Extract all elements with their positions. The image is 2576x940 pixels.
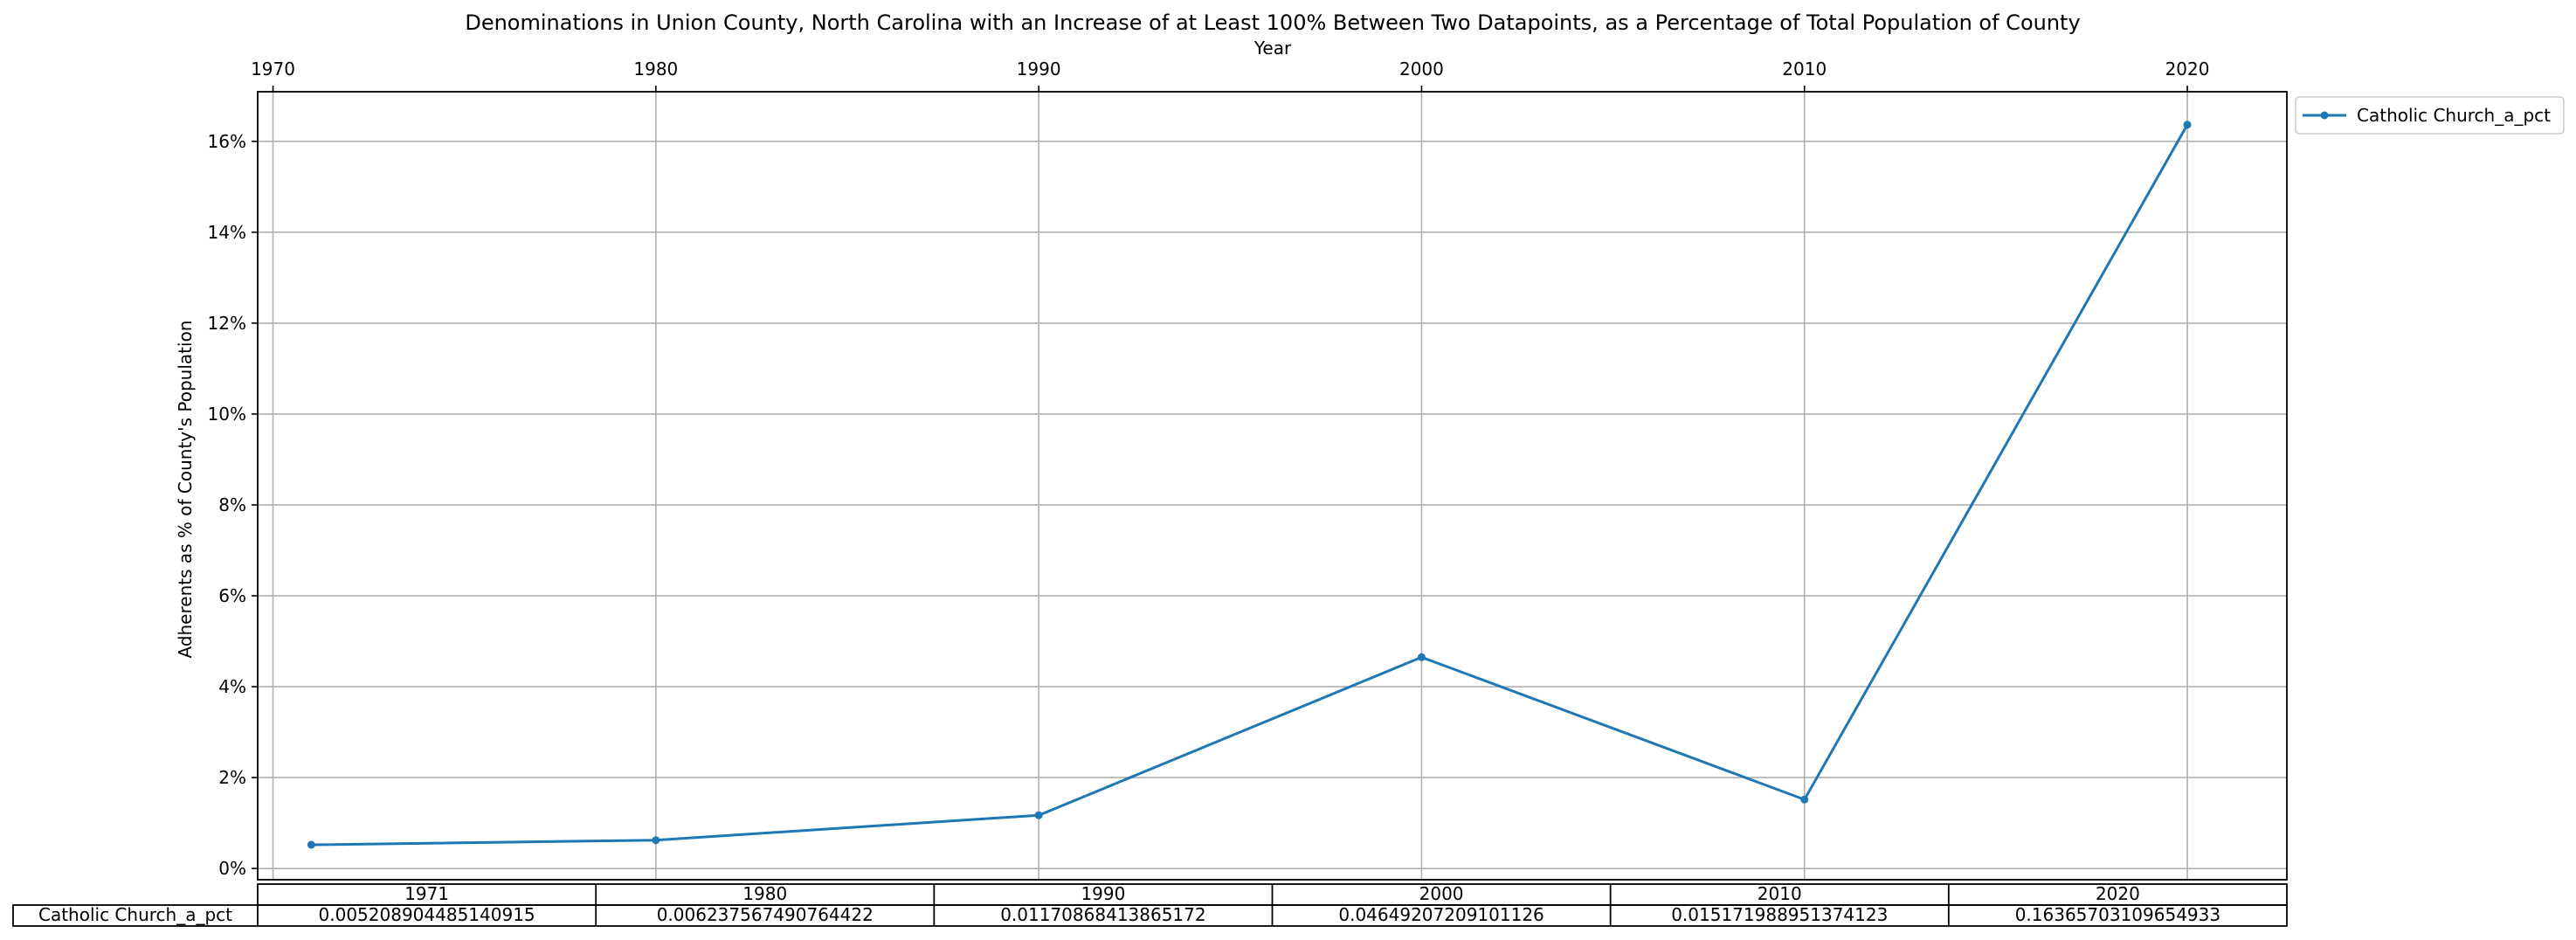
- x-tick-label: 2000: [1399, 59, 1444, 79]
- x-tick-label: 2020: [2165, 59, 2210, 79]
- table-header-cell: 1990: [1081, 883, 1125, 904]
- x-axis-label: Year: [1253, 38, 1292, 59]
- grid-lines: [258, 92, 2287, 880]
- table-value-cell: 0.005208904485140915: [319, 904, 535, 925]
- y-tick-label: 14%: [208, 222, 246, 243]
- series-layer: [307, 121, 2192, 849]
- table-value-cell: 0.04649207209101126: [1338, 904, 1544, 925]
- y-tick-label: 0%: [218, 858, 246, 879]
- chart-title: Denominations in Union County, North Car…: [465, 10, 2080, 35]
- table-header-cell: 1980: [742, 883, 787, 904]
- table-value-cell: 0.006237567490764422: [657, 904, 874, 925]
- table-value-cell: 0.015171988951374123: [1671, 904, 1888, 925]
- y-tick-label: 4%: [218, 676, 246, 697]
- x-tick-label: 1970: [251, 59, 295, 79]
- table-header-cell: 1971: [404, 883, 449, 904]
- y-tick-label: 16%: [208, 131, 246, 152]
- legend-box: [2295, 96, 2565, 135]
- table-header-cell: 2020: [2096, 883, 2140, 904]
- table-value-cell: 0.16365703109654933: [2015, 904, 2220, 925]
- data-point: [1034, 811, 1043, 819]
- table-row-label: Catholic Church_a_pct: [38, 904, 232, 925]
- y-tick-label: 12%: [208, 313, 246, 334]
- x-tick-label: 1990: [1017, 59, 1061, 79]
- legend-series-label: Catholic Church_a_pct: [2357, 105, 2551, 126]
- plot-area-frame: [257, 91, 2288, 881]
- table-header-cell: 2010: [1758, 883, 1802, 904]
- data-point: [1417, 653, 1426, 661]
- y-tick-label: 8%: [218, 494, 246, 515]
- y-tick-label: 6%: [218, 585, 246, 606]
- x-tick-label: 2010: [1782, 59, 1827, 79]
- y-tick-label: 10%: [208, 404, 246, 425]
- series-line: [311, 124, 2189, 847]
- data-point: [1800, 795, 1809, 804]
- table-data-row: [12, 904, 2288, 927]
- table-header-cell: 2000: [1419, 883, 1464, 904]
- data-point: [2183, 121, 2192, 129]
- data-point: [307, 840, 315, 849]
- data-point: [652, 836, 660, 845]
- legend: Catholic Church_a_pct: [2295, 96, 2565, 135]
- legend-series-marker: [2320, 111, 2329, 120]
- table-value-cell: 0.01170868413865172: [1000, 904, 1205, 925]
- y-tick-label: 2%: [218, 767, 246, 788]
- x-axis-ticks: 1970 1980 1990 2000 2010 2020: [251, 59, 2209, 92]
- x-tick-label: 1980: [633, 59, 678, 79]
- y-axis-ticks: 0% 2% 4% 6% 8% 10% 12% 14% 16%: [208, 131, 258, 879]
- y-axis-label: Adherents as % of County's Population: [175, 320, 196, 658]
